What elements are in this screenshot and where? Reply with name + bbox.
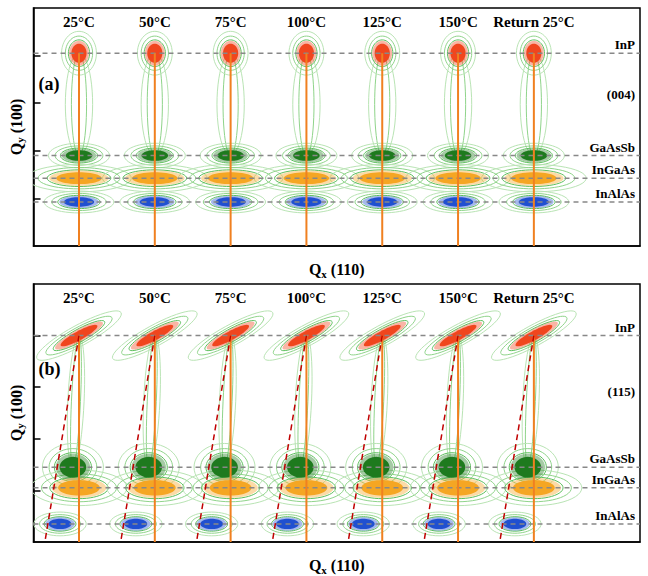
svg-text:25°C: 25°C [63, 290, 95, 306]
svg-text:(100): (100) [8, 99, 26, 138]
svg-text:InP: InP [615, 37, 635, 52]
svg-text:(110): (110) [327, 261, 365, 279]
svg-text:Q: Q [309, 261, 321, 278]
svg-text:Q: Q [309, 557, 321, 574]
svg-text:x: x [321, 563, 327, 576]
svg-text:Return 25°C: Return 25°C [493, 290, 574, 306]
svg-text:GaAsSb: GaAsSb [589, 451, 635, 466]
svg-text:InGaAs: InGaAs [592, 162, 635, 177]
svg-text:(b): (b) [39, 359, 61, 380]
svg-text:25°C: 25°C [63, 14, 95, 30]
svg-text:150°C: 150°C [438, 14, 477, 30]
svg-text:Q: Q [8, 429, 25, 441]
svg-text:(a): (a) [39, 74, 60, 95]
svg-text:InAlAs: InAlAs [595, 186, 635, 201]
svg-text:InGaAs: InGaAs [592, 472, 635, 487]
svg-text:75°C: 75°C [215, 290, 247, 306]
svg-text:(004): (004) [607, 87, 635, 102]
svg-text:(100): (100) [8, 385, 26, 424]
svg-text:x: x [321, 267, 327, 280]
svg-text:100°C: 100°C [287, 14, 326, 30]
svg-text:y: y [14, 423, 26, 429]
svg-text:(110): (110) [327, 557, 365, 575]
svg-text:75°C: 75°C [215, 14, 247, 30]
svg-text:Q: Q [8, 143, 25, 155]
svg-text:y: y [14, 137, 26, 143]
svg-text:Return 25°C: Return 25°C [493, 14, 574, 30]
svg-text:50°C: 50°C [139, 290, 171, 306]
svg-text:125°C: 125°C [363, 290, 402, 306]
svg-text:GaAsSb: GaAsSb [589, 140, 635, 155]
svg-text:(115): (115) [608, 384, 635, 399]
svg-text:125°C: 125°C [363, 14, 402, 30]
svg-text:InP: InP [615, 320, 635, 335]
svg-text:InAlAs: InAlAs [595, 508, 635, 523]
svg-text:150°C: 150°C [438, 290, 477, 306]
svg-text:100°C: 100°C [287, 290, 326, 306]
svg-text:50°C: 50°C [139, 14, 171, 30]
